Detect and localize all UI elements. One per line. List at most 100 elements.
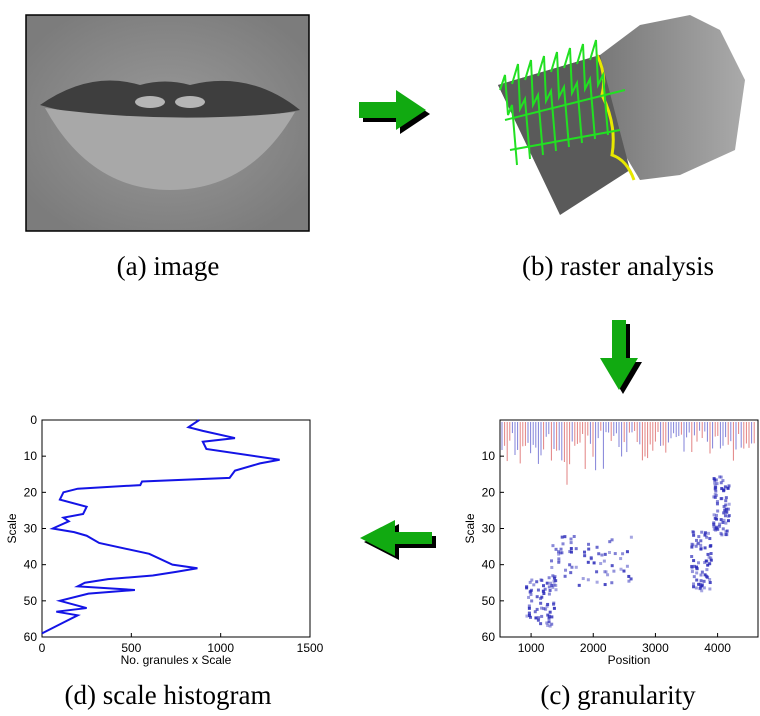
granule-dot (727, 519, 730, 522)
granule-dot (575, 547, 578, 550)
figure: (a) image (b) raster analysis (c) granul… (0, 0, 760, 716)
granule-dot (727, 508, 730, 511)
granule-dot (555, 588, 558, 591)
x-axis-label: No. granules x Scale (121, 653, 232, 667)
granule-dot (721, 521, 724, 524)
granule-dot (550, 623, 553, 626)
granule-dot (553, 607, 556, 610)
granule-dot (708, 556, 711, 559)
granule-dot (690, 555, 693, 558)
granule-dot (693, 575, 696, 578)
granule-dot (693, 565, 696, 568)
granule-dot (549, 611, 552, 614)
granule-dot (710, 559, 713, 562)
granule-dot (525, 615, 528, 618)
granule-dot (699, 544, 702, 547)
granule-dot (724, 514, 727, 517)
granule-dot (587, 578, 590, 581)
granule-dot (692, 559, 695, 562)
granule-dot (549, 589, 552, 592)
granule-dot (553, 577, 556, 580)
granule-dot (692, 582, 695, 585)
y-axis-label: Scale (5, 513, 19, 543)
granule-dot (703, 586, 706, 589)
x-tick-label: 1500 (297, 641, 324, 655)
granule-dot (546, 582, 549, 585)
granule-dot (545, 621, 548, 624)
granule-dot (697, 535, 700, 538)
granule-dot (705, 575, 708, 578)
granule-dot (728, 503, 731, 506)
granule-dot (691, 570, 694, 573)
granule-dot (546, 614, 549, 617)
granule-dot (696, 542, 699, 545)
granule-dot (600, 554, 603, 557)
granule-dot (561, 536, 564, 539)
granule-dot (714, 486, 717, 489)
arrow (600, 320, 642, 394)
y-tick-label: 20 (482, 485, 496, 499)
granule-dot (697, 561, 700, 564)
granule-dot (695, 586, 698, 589)
granule-dot (548, 576, 551, 579)
granule-dot (715, 514, 718, 517)
granule-dot (573, 535, 576, 538)
granule-dot (720, 518, 723, 521)
y-tick-label: 60 (482, 630, 496, 644)
granule-dot (540, 596, 543, 599)
granule-dot (722, 488, 725, 491)
granule-dot (610, 581, 613, 584)
granule-dot (608, 551, 611, 554)
granule-dot (555, 548, 558, 551)
granule-dot (704, 531, 707, 534)
granule-dot (539, 602, 542, 605)
granule-dot (709, 581, 712, 584)
granule-dot (627, 580, 630, 583)
granule-dot (716, 482, 719, 485)
granule-dot (728, 514, 731, 517)
granule-dot (710, 552, 713, 555)
granule-dot (590, 557, 593, 560)
granule-dot (722, 527, 725, 530)
granule-dot (709, 545, 712, 548)
granule-dot (593, 561, 596, 564)
x-tick-label: 1000 (518, 641, 545, 655)
granule-dot (699, 587, 702, 590)
granule-dot (724, 533, 727, 536)
granule-dot (587, 543, 590, 546)
granule-dot (560, 551, 563, 554)
granule-dot (724, 530, 727, 533)
granule-dot (697, 583, 700, 586)
page: (a) image (b) raster analysis (c) granul… (0, 0, 760, 716)
granule-dot (718, 475, 721, 478)
granule-dot (719, 532, 722, 535)
granule-dot (529, 590, 532, 593)
granule-dot (612, 570, 615, 573)
granule-dot (700, 547, 703, 550)
granule-dot (544, 588, 547, 591)
y-axis-label: Scale (463, 513, 477, 543)
granule-dot (532, 583, 535, 586)
granule-dot (569, 538, 572, 541)
caption: (d) scale histogram (65, 680, 272, 710)
granule-dot (706, 553, 709, 556)
granule-dot (539, 578, 542, 581)
granule-dot (583, 554, 586, 557)
granule-dot (708, 587, 711, 590)
caption: (c) granularity (540, 680, 696, 710)
granule-dot (551, 544, 554, 547)
granule-dot (549, 582, 552, 585)
y-tick-label: 10 (482, 449, 496, 463)
granule-dot (705, 560, 708, 563)
granule-dot (727, 484, 730, 487)
granule-dot (583, 551, 586, 554)
granule-dot (724, 499, 727, 502)
granule-dot (614, 552, 617, 555)
granule-dot (560, 548, 563, 551)
granule-dot (622, 570, 625, 573)
granule-dot (611, 538, 614, 541)
granule-dot (530, 599, 533, 602)
granule-dot (700, 579, 703, 582)
granule-dot (563, 535, 566, 538)
x-tick-label: 0 (39, 641, 46, 655)
